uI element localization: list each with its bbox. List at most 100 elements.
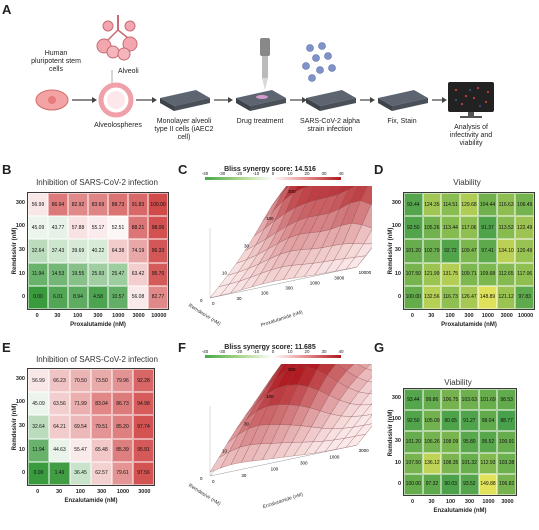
heatmap-cell: 124.35 — [422, 193, 442, 217]
y-tick: 300 — [391, 394, 401, 401]
colorbar-tick: -20 — [235, 171, 243, 176]
heatmap-cell: 103.63 — [459, 389, 479, 411]
colorbar-tick: 30 — [321, 171, 327, 176]
x-tick: 30 — [54, 313, 61, 319]
heatmap-cell: 112.65 — [496, 262, 516, 286]
heatmap-cell: 62.57 — [91, 461, 112, 485]
heatmap-cell: 55.17 — [88, 216, 108, 240]
heatmap-cell: 105.09 — [422, 410, 442, 432]
heatmap-cell: 82.92 — [68, 193, 88, 217]
heatmap-cell: 97.32 — [422, 473, 442, 495]
x-tick: 100 — [75, 489, 85, 495]
heatmap-cell: 85.39 — [112, 438, 133, 462]
heatmap-cell: 105.26 — [422, 216, 442, 240]
viability-heatmap-g: 93.44 99.86 106.75 103.63 101.69 98.53 92.50 10… — [403, 388, 517, 496]
surface-x-tick: 0 — [212, 479, 215, 484]
x-tick: 300 — [93, 313, 103, 319]
heatmap-cell: 97.41 — [478, 239, 497, 263]
heatmap-cell: 113.52 — [496, 216, 516, 240]
heatmap-cell: 82.77 — [148, 285, 168, 309]
viability-title-g: Viability — [444, 378, 472, 387]
heatmap-cell: 65.48 — [91, 438, 112, 462]
heatmap-cell: 19.55 — [68, 262, 88, 286]
surface-x-tick: 1000 — [310, 280, 321, 285]
heatmap-cell: 92.72 — [441, 239, 460, 263]
x-tick: 300 — [464, 499, 475, 505]
heatmap-cell: 92.50 — [404, 410, 423, 432]
heatmap-cell: 71.99 — [70, 392, 91, 416]
heatmap-cell: 101.20 — [404, 239, 423, 263]
colorbar-tick: 0 — [271, 349, 275, 354]
y-tick: 300 — [15, 375, 25, 382]
heatmap-cell: 101.20 — [404, 431, 423, 453]
heatmap-cell: 57.88 — [68, 216, 88, 240]
heatmap-cell: 91.27 — [459, 410, 479, 432]
heatmap-cell: 148.89 — [478, 285, 497, 309]
workflow-step-infection: SARS-CoV-2 alpha strain infection — [300, 118, 360, 133]
heatmap-cell: 106.75 — [441, 389, 460, 411]
workflow-label-alveoli: Alveoli — [118, 68, 139, 75]
surface-y-tick: 10 — [222, 449, 228, 454]
heatmap-cell: 70.50 — [70, 369, 91, 393]
x-tick: 0 — [36, 489, 40, 495]
heatmap-cell: 96.33 — [148, 239, 168, 263]
heatmap-cell: 104.44 — [478, 193, 497, 217]
heatmap-cell: 8.94 — [68, 285, 88, 309]
heatmap-cell: 117.06 — [515, 262, 534, 286]
heatmap-cell: 40.22 — [88, 239, 108, 263]
heatmap-cell: 100.00 — [404, 473, 423, 495]
surface-x-tick: 100 — [271, 467, 279, 472]
heatmap-cell: 73.50 — [91, 369, 112, 393]
surface-x-tick: 300 — [300, 461, 308, 466]
synergy-surface-f: 0 30 100 300 1000 3000 0 10 30 100 300 — [200, 364, 372, 484]
synergy-surface-c: 0 30 100 300 1000 3000 10000 0 10 30 100 300 — [200, 186, 372, 306]
heatmap-cell: 114.51 — [441, 193, 460, 217]
heatmap-cell: 86.73 — [112, 392, 133, 416]
heatmap-cell: 93.44 — [404, 193, 423, 217]
surface-x-tick: 30 — [241, 473, 247, 478]
heatmap-cell: 129.68 — [459, 193, 479, 217]
surface-y-tick: 100 — [266, 394, 274, 399]
y-tick: 10 — [18, 446, 25, 453]
heatmap-cell: 69.54 — [70, 415, 91, 439]
x-tick: 3000 — [500, 313, 513, 319]
panel-label-c: C — [178, 162, 188, 177]
x-tick: 1000 — [116, 489, 130, 495]
heatmap-cell: 55.47 — [70, 438, 91, 462]
heatmap-cell: 101.69 — [478, 389, 498, 411]
colorbar-tick: 30 — [321, 349, 327, 354]
heatmap-cell: 116.73 — [441, 285, 460, 309]
heatmap-cell: 1.49 — [49, 461, 70, 485]
panel-label-a: A — [2, 2, 12, 17]
x-axis-label-b: Proxalutamide (nM) — [70, 322, 126, 328]
heatmap-cell: 32.64 — [28, 415, 49, 439]
panel-label-f: F — [178, 340, 186, 355]
heatmap-cell: 109.47 — [459, 239, 479, 263]
colorbar-tick: 40 — [338, 171, 344, 176]
colorbar-tick: 40 — [338, 349, 344, 354]
surface-y-tick: 30 — [244, 243, 250, 248]
heatmap-cell: 99.86 — [422, 389, 442, 411]
x-tick: 0 — [35, 313, 39, 319]
plate-icon — [160, 90, 210, 111]
inhibition-title-e: Inhibition of SARS-CoV-2 infection — [36, 355, 158, 364]
surface-patch — [367, 376, 372, 383]
surface-x-tick: 10000 — [359, 270, 372, 275]
heatmap-cell: 79.51 — [91, 415, 112, 439]
y-tick: 0 — [397, 294, 401, 301]
heatmap-cell: 91.83 — [128, 193, 148, 217]
surface-y-tick: 30 — [244, 421, 250, 426]
heatmap-cell: 83.04 — [91, 392, 112, 416]
heatmap-cell: 79.61 — [112, 461, 133, 485]
x-tick: 100 — [445, 499, 456, 505]
heatmap-cell: 131.75 — [441, 262, 460, 286]
pipette-icon — [260, 38, 270, 90]
heatmap-cell: 66.23 — [49, 369, 70, 393]
heatmap-cell: 88.77 — [497, 410, 516, 432]
heatmap-cell: 107.50 — [404, 452, 423, 474]
heatmap-cell: 93.44 — [404, 389, 423, 411]
colorbar-tick: -30 — [218, 349, 226, 354]
heatmap-cell: 120.49 — [515, 239, 534, 263]
heatmap-cell: 149.88 — [478, 473, 498, 495]
surface-patch — [368, 390, 372, 394]
